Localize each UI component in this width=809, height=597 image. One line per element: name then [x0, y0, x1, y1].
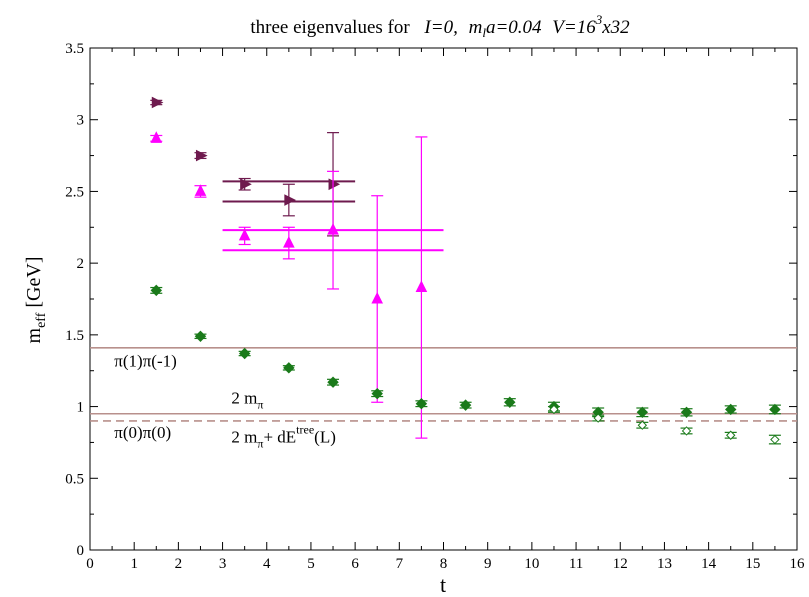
annotation-tail: (L) [314, 427, 336, 446]
data-point [725, 403, 737, 416]
data-point [283, 362, 295, 374]
annotation-sub: π [257, 436, 263, 450]
x-tick-label: 2 [175, 556, 183, 572]
title-v: V=16 [552, 17, 596, 38]
y-tick-label: 1 [77, 400, 85, 416]
data-point [284, 194, 296, 206]
x-tick-label: 4 [263, 556, 271, 572]
data-point [327, 223, 339, 235]
data-point [459, 399, 472, 411]
data-point [371, 387, 383, 400]
data-point [150, 284, 162, 297]
x-tick-label: 14 [701, 556, 717, 572]
data-point [637, 420, 648, 430]
data-point [195, 149, 208, 162]
annotation-sub: π [257, 398, 263, 412]
data-point [593, 413, 603, 423]
y-label-sub: eff [34, 312, 49, 328]
annotation-pi0: π(0)π(0) [114, 423, 171, 442]
x-tick-label: 7 [396, 556, 404, 572]
data-point [680, 406, 693, 419]
data-point [151, 96, 164, 109]
annotation-main: 2 m [231, 427, 257, 446]
y-tick-label: 2 [77, 256, 85, 272]
y-label-main: m [23, 327, 45, 343]
data-point [194, 184, 207, 196]
y-label-unit: [GeV] [23, 257, 45, 313]
annotation-pi1: π(1)π(-1) [114, 351, 176, 370]
y-tick-label: 0 [77, 543, 85, 559]
y-axis-label: meff [GeV] [23, 257, 49, 344]
data-point [415, 280, 428, 293]
annotation-twompi: 2 mπ [231, 389, 263, 412]
y-tick-label: 1.5 [65, 328, 84, 344]
annotation-rest: + dE [263, 427, 296, 446]
reference-lines [90, 346, 797, 422]
annotation-twompi_de: 2 mπ+ dEtree(L) [231, 422, 335, 450]
annotation-sup: tree [296, 422, 314, 436]
data-point [194, 330, 207, 342]
data-point [327, 376, 339, 388]
annotation-main: 2 m [231, 389, 257, 408]
x-tick-label: 16 [790, 556, 806, 572]
data-point [726, 430, 736, 440]
x-tick-label: 5 [307, 556, 315, 572]
data-points [150, 96, 781, 445]
data-point [769, 403, 781, 416]
data-point [150, 131, 163, 143]
annotations: π(1)π(-1)π(0)π(0)2 mπ2 mπ+ dEtree(L) [114, 351, 336, 450]
title-m-rest: a=0.04 [486, 17, 542, 38]
y-tick-label: 3 [77, 113, 85, 129]
y-tick-label: 2.5 [65, 184, 84, 200]
x-axis-label: t [440, 572, 446, 597]
x-tick-label: 10 [524, 556, 539, 572]
x-tick-label: 1 [130, 556, 138, 572]
data-point [238, 347, 251, 360]
x-tick-label: 0 [86, 556, 94, 572]
data-point [549, 404, 559, 415]
x-tick-label: 6 [351, 556, 359, 572]
title-prefix: three eigenvalues for [250, 17, 410, 38]
data-point [328, 178, 341, 191]
x-tick-label: 11 [569, 556, 583, 572]
x-tick-label: 15 [745, 556, 760, 572]
data-point [636, 406, 649, 419]
x-tick-label: 3 [219, 556, 227, 572]
title-i-part: I=0, [423, 17, 457, 38]
title-v-sup: 3 [595, 12, 603, 27]
x-tick-label: 9 [484, 556, 492, 572]
data-point [238, 228, 251, 241]
data-point [504, 396, 516, 408]
title-v-rest: x32 [601, 17, 630, 38]
chart-title: three eigenvalues for I=0, mla=0.04 V=16… [250, 12, 630, 40]
x-tick-label: 12 [613, 556, 628, 572]
data-point [371, 291, 384, 304]
y-tick-label: 0.5 [65, 471, 84, 487]
data-point [240, 178, 252, 191]
data-point [681, 426, 692, 436]
data-point [283, 235, 295, 248]
data-point [415, 397, 428, 410]
title-m: m [469, 17, 483, 38]
data-point [770, 434, 780, 445]
title-m-sub: l [482, 25, 486, 40]
plot-frame [89, 47, 798, 551]
x-tick-label: 8 [440, 556, 448, 572]
x-tick-label: 13 [657, 556, 672, 572]
y-tick-label: 3.5 [65, 41, 84, 57]
